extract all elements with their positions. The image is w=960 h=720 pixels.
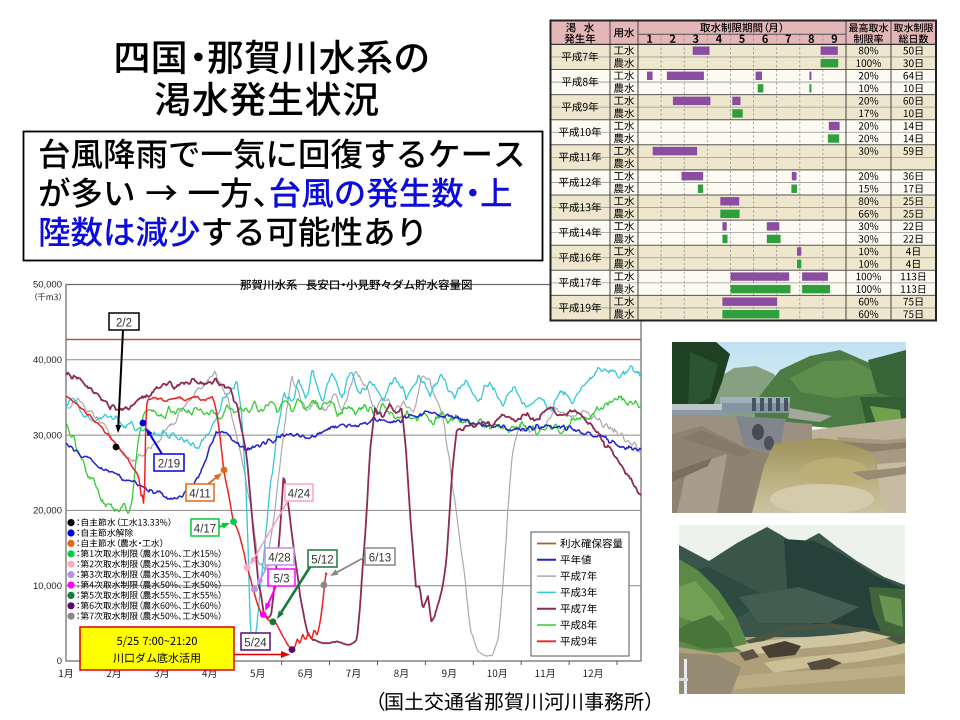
svg-text:2/19: 2/19 bbox=[158, 459, 180, 471]
svg-text:10,000: 10,000 bbox=[33, 581, 62, 592]
svg-text:50,000: 50,000 bbox=[33, 280, 62, 291]
svg-text:20,000: 20,000 bbox=[33, 506, 62, 517]
svg-text:2/2: 2/2 bbox=[116, 318, 132, 330]
svg-text:30,000: 30,000 bbox=[33, 430, 62, 441]
svg-text:4/11: 4/11 bbox=[189, 489, 211, 501]
svg-text:4/17: 4/17 bbox=[194, 524, 216, 536]
svg-text:5/3: 5/3 bbox=[274, 574, 290, 586]
svg-text:40,000: 40,000 bbox=[33, 355, 62, 366]
svg-text:5/24: 5/24 bbox=[244, 638, 267, 650]
svg-text:4/28: 4/28 bbox=[268, 553, 290, 565]
svg-text:0: 0 bbox=[57, 656, 62, 667]
svg-text:6/13: 6/13 bbox=[369, 553, 391, 565]
svg-text:4/24: 4/24 bbox=[288, 489, 311, 501]
svg-text:5/12: 5/12 bbox=[311, 555, 333, 567]
